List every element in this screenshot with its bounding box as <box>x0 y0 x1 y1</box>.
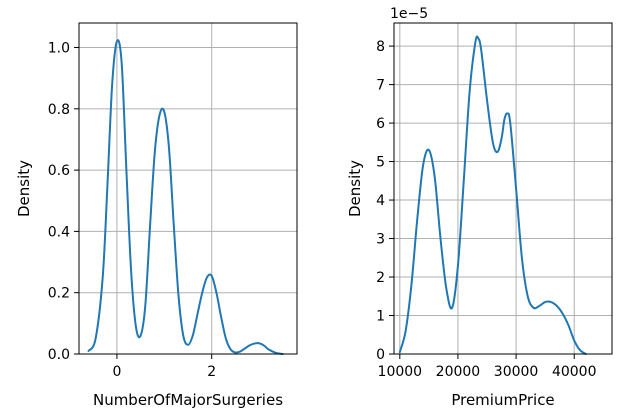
grid-lines <box>79 23 297 355</box>
x-axis-label: PremiumPrice <box>451 391 554 409</box>
x-tick-label: 10000 <box>378 364 423 380</box>
y-tick-label: 7 <box>376 78 385 94</box>
kde-curve <box>87 39 284 355</box>
y-tick-label: 1.0 <box>48 41 70 57</box>
y-tick-label: 0 <box>376 347 385 363</box>
ticks: 10000 20000 30000 40000 0 1 2 3 4 5 6 7 8 <box>376 39 596 380</box>
x-tick-label: 0 <box>112 364 121 380</box>
y-tick-label: 0.4 <box>48 224 70 240</box>
x-tick-label: 30000 <box>494 364 539 380</box>
x-axis-label: NumberOfMajorSurgeries <box>93 391 283 409</box>
y-tick-label: 8 <box>376 39 385 55</box>
y-tick-label: 2 <box>376 270 385 286</box>
y-tick-label: 0.6 <box>48 163 70 179</box>
y-axis-label: Density <box>15 160 33 217</box>
y-offset-label: 1e−5 <box>390 6 428 22</box>
x-tick-label: 40000 <box>552 364 597 380</box>
ticks: 0 2 0.0 0.2 0.4 0.6 0.8 1.0 <box>48 41 216 380</box>
subplot-number-of-major-surgeries: 0 2 0.0 0.2 0.4 0.6 0.8 1.0 NumberOfMajorSurger… <box>15 22 298 409</box>
y-tick-label: 3 <box>376 232 385 248</box>
plot-frame <box>78 22 298 355</box>
y-tick-label: 0.0 <box>48 347 70 363</box>
subplot-premium-price: 10000 20000 30000 40000 0 1 2 3 4 5 6 7 8 PremiumPri… <box>346 6 613 409</box>
y-tick-label: 0.2 <box>48 286 70 302</box>
kde-curve <box>398 35 587 355</box>
y-tick-label: 1 <box>376 309 385 325</box>
y-tick-label: 5 <box>376 155 385 171</box>
grid-lines <box>394 23 612 355</box>
x-tick-label: 20000 <box>436 364 481 380</box>
y-tick-label: 0.8 <box>48 102 70 118</box>
plot-frame <box>393 22 613 355</box>
x-tick-label: 2 <box>207 364 216 380</box>
y-tick-label: 6 <box>376 116 385 132</box>
y-tick-label: 4 <box>376 193 385 209</box>
y-axis-label: Density <box>346 160 364 217</box>
